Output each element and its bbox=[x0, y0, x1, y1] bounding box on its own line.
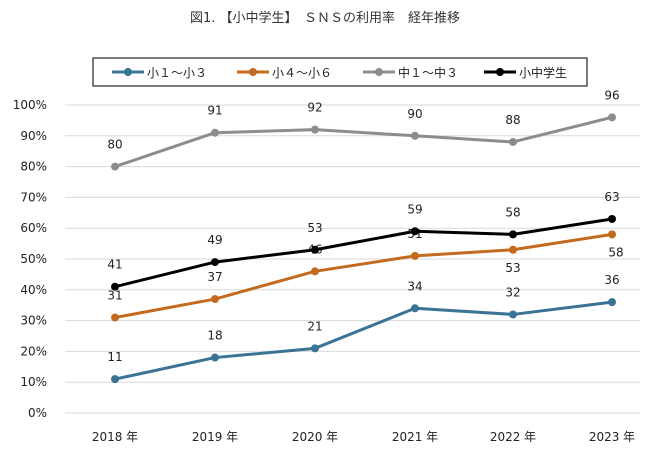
data-point bbox=[111, 375, 119, 384]
y-tick-label: 70% bbox=[20, 190, 47, 204]
legend-swatch-marker bbox=[249, 68, 257, 76]
x-axis-ticks: 2018 年 2019 年 2020 年 2021 年 2022 年 2023 年 bbox=[92, 430, 635, 444]
data-point bbox=[311, 344, 319, 353]
series-2: 80 91 92 90 88 96 bbox=[107, 88, 620, 171]
legend-label: 小１～小３ bbox=[147, 66, 207, 80]
series-line bbox=[114, 217, 613, 289]
data-point bbox=[411, 227, 419, 236]
y-tick-label: 60% bbox=[20, 221, 47, 235]
series-3: 41 49 53 59 58 63 bbox=[107, 190, 620, 291]
y-axis-ticks: 0% 10% 20% 30% 40% 50% 60% 70% 80% 90% 100% bbox=[13, 98, 47, 420]
series-line bbox=[114, 115, 613, 169]
chart-title: 図1. 【小中学生】 ＳＮＳの利用率 経年推移 bbox=[190, 10, 460, 26]
y-tick-label: 50% bbox=[20, 252, 47, 266]
legend-swatch-marker bbox=[375, 68, 383, 76]
data-label: 21 bbox=[307, 319, 322, 333]
data-point bbox=[211, 353, 219, 362]
data-point bbox=[608, 113, 616, 122]
legend-label: 小４～小６ bbox=[272, 66, 332, 80]
data-point bbox=[311, 267, 319, 276]
data-point bbox=[411, 251, 419, 260]
data-label: 63 bbox=[604, 190, 619, 204]
x-tick-label: 2018 年 bbox=[92, 430, 138, 444]
legend: 小１～小３ 小４～小６ 中１～中３ 小中学生 bbox=[92, 57, 588, 87]
x-tick-label: 2023 年 bbox=[589, 430, 635, 444]
data-point bbox=[211, 295, 219, 304]
legend-label: 小中学生 bbox=[519, 65, 567, 80]
data-point bbox=[311, 245, 319, 254]
data-point bbox=[311, 125, 319, 134]
data-point bbox=[111, 313, 119, 322]
legend-swatch-marker bbox=[496, 68, 504, 76]
data-point bbox=[111, 162, 119, 171]
series-line bbox=[114, 300, 613, 381]
series-line bbox=[114, 232, 613, 319]
data-label: 37 bbox=[207, 270, 222, 284]
data-point bbox=[211, 128, 219, 137]
data-point bbox=[608, 298, 616, 307]
y-tick-label: 40% bbox=[20, 283, 47, 297]
x-tick-label: 2020 年 bbox=[292, 430, 338, 444]
legend-swatch-marker bbox=[124, 68, 132, 76]
data-point bbox=[608, 230, 616, 239]
y-tick-label: 20% bbox=[20, 344, 47, 358]
y-tick-label: 90% bbox=[20, 129, 47, 143]
data-label: 18 bbox=[207, 329, 222, 343]
data-label: 34 bbox=[407, 279, 422, 293]
data-label: 58 bbox=[608, 245, 623, 259]
data-point bbox=[509, 245, 517, 254]
data-label: 92 bbox=[307, 101, 322, 115]
data-label: 90 bbox=[407, 107, 422, 121]
data-label: 41 bbox=[107, 258, 122, 272]
data-point bbox=[411, 304, 419, 313]
data-label: 49 bbox=[207, 233, 222, 247]
x-tick-label: 2021 年 bbox=[392, 430, 438, 444]
data-label: 32 bbox=[505, 285, 520, 299]
data-label: 53 bbox=[307, 221, 322, 235]
data-point bbox=[509, 310, 517, 319]
y-tick-label: 100% bbox=[13, 98, 47, 112]
data-point bbox=[111, 282, 119, 291]
data-label: 58 bbox=[505, 205, 520, 219]
data-label: 11 bbox=[107, 350, 122, 364]
data-point bbox=[509, 137, 517, 146]
data-label: 88 bbox=[505, 113, 520, 127]
data-label: 96 bbox=[604, 88, 619, 102]
data-point bbox=[608, 214, 616, 223]
data-point bbox=[411, 131, 419, 140]
data-label: 53 bbox=[505, 261, 520, 275]
y-tick-label: 0% bbox=[28, 406, 47, 420]
series-0: 11 18 21 34 32 36 bbox=[107, 273, 620, 384]
y-tick-label: 10% bbox=[20, 375, 47, 389]
data-label: 36 bbox=[604, 273, 619, 287]
x-tick-label: 2019 年 bbox=[192, 430, 238, 444]
data-label: 91 bbox=[207, 104, 222, 118]
data-label: 80 bbox=[107, 138, 122, 152]
data-label: 59 bbox=[407, 202, 422, 216]
x-tick-label: 2022 年 bbox=[490, 430, 536, 444]
series-group: 1118213432363137465153588091929088964149… bbox=[107, 88, 624, 384]
y-tick-label: 30% bbox=[20, 314, 47, 328]
gridlines bbox=[65, 104, 640, 414]
data-label: 31 bbox=[107, 289, 122, 303]
y-tick-label: 80% bbox=[20, 160, 47, 174]
legend-label: 中１～中３ bbox=[398, 65, 458, 80]
data-point bbox=[211, 258, 219, 267]
data-point bbox=[509, 230, 517, 239]
